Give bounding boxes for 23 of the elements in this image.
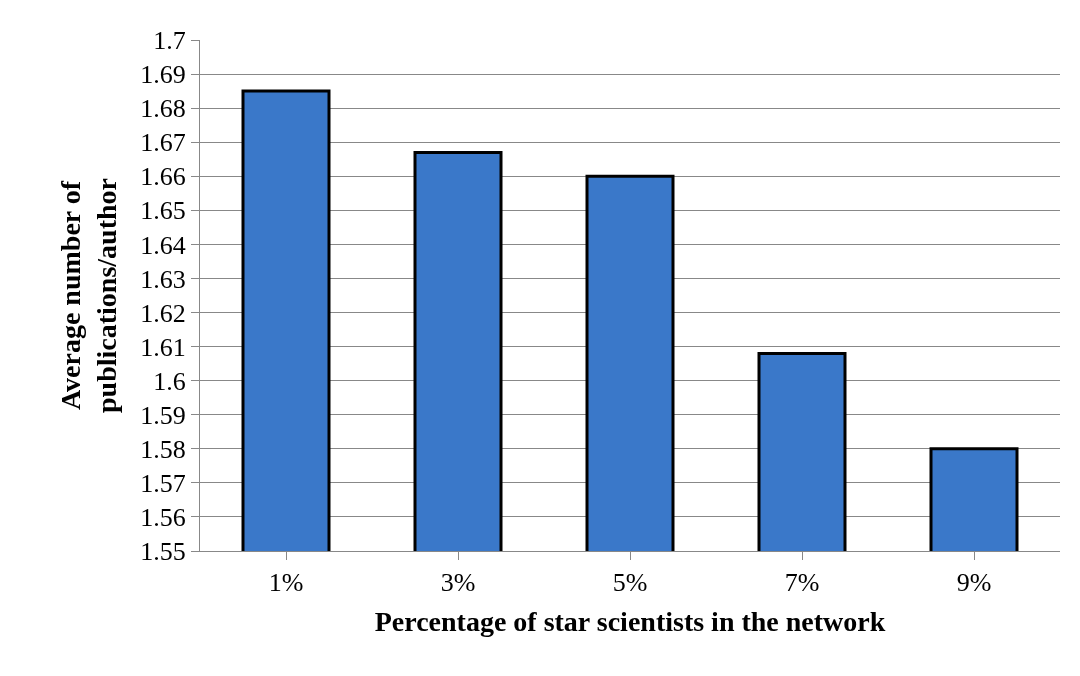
y-tick-label: 1.59	[140, 400, 186, 430]
y-tick-label: 1.63	[140, 264, 186, 294]
x-tick-label: 9%	[956, 568, 992, 598]
y-tick-label: 1.58	[140, 434, 186, 464]
y-tick-label: 1.57	[140, 468, 186, 498]
y-tick-label: 1.7	[153, 26, 186, 56]
y-tick-label: 1.61	[140, 332, 186, 362]
y-tick-label: 1.68	[140, 94, 186, 124]
y-tick-label: 1.6	[153, 366, 186, 396]
y-tick-label: 1.62	[140, 298, 186, 328]
y-tick-label: 1.69	[140, 60, 186, 90]
x-axis-title: Percentage of star scientists in the network	[374, 606, 886, 638]
y-axis-title: Average number of publications/author	[54, 178, 122, 413]
y-tick-label: 1.67	[140, 128, 186, 158]
x-tick-label: 3%	[440, 568, 476, 598]
x-tick-label: 5%	[612, 568, 648, 598]
x-tick-label: 7%	[784, 568, 820, 598]
y-tick-label: 1.64	[140, 230, 186, 260]
y-tick-label: 1.55	[140, 537, 186, 567]
y-tick-label: 1.56	[140, 503, 186, 533]
y-tick-label: 1.65	[140, 196, 186, 226]
y-tick-label: 1.66	[140, 162, 186, 192]
x-tick-label: 1%	[268, 568, 304, 598]
